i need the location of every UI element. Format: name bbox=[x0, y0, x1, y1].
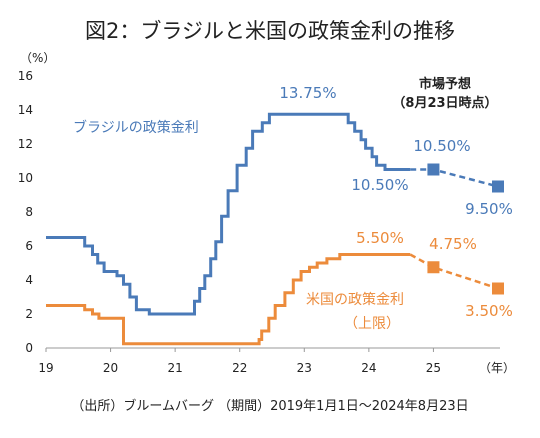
y-tick-label: 10 bbox=[18, 171, 33, 185]
annotation-us-forecast-end: 3.50% bbox=[465, 302, 513, 320]
x-tick-label: 25 bbox=[426, 361, 441, 375]
x-tick-label: 24 bbox=[361, 361, 376, 375]
source-note: （出所）ブルームバーグ （期間）2019年1月1日～2024年8月23日 bbox=[71, 398, 468, 414]
annotation-brazil-forecast-end: 9.50% bbox=[465, 200, 513, 218]
series-line-us bbox=[46, 253, 411, 346]
forecast-marker-us bbox=[427, 261, 440, 274]
annotation-brazil-forecast-2025: 10.50% bbox=[413, 137, 470, 155]
y-tick-label: 2 bbox=[25, 307, 33, 321]
series-label-us-line1: 米国の政策金利 bbox=[306, 291, 404, 308]
annotation-us-forecast-2025: 4.75% bbox=[429, 235, 477, 253]
forecast-lines bbox=[409, 163, 504, 295]
x-axis-ticks: 19 20 21 22 23 24 25 bbox=[38, 348, 441, 375]
x-axis-unit: （年） bbox=[479, 361, 515, 375]
x-tick-label: 22 bbox=[232, 361, 247, 375]
series-lines bbox=[46, 112, 411, 346]
chart-title: 図2：ブラジルと米国の政策金利の推移 bbox=[85, 19, 455, 43]
y-axis-unit: （%） bbox=[20, 51, 55, 65]
forecast-heading-line2: （8月23日時点） bbox=[392, 95, 497, 111]
forecast-line-us bbox=[409, 253, 499, 290]
forecast-heading-line1: 市場予想 bbox=[419, 76, 471, 92]
y-tick-label: 8 bbox=[25, 205, 33, 219]
y-tick-label: 0 bbox=[25, 341, 33, 355]
y-tick-label: 14 bbox=[18, 103, 33, 117]
series-label-us-line2: （上限） bbox=[344, 316, 400, 332]
annotation-brazil-peak: 13.75% bbox=[279, 84, 336, 102]
y-tick-label: 4 bbox=[25, 273, 33, 287]
x-tick-label: 20 bbox=[103, 361, 118, 375]
annotation-brazil-current: 10.50% bbox=[351, 176, 408, 194]
y-tick-label: 16 bbox=[18, 69, 33, 83]
series-label-brazil: ブラジルの政策金利 bbox=[73, 119, 199, 136]
forecast-marker-brazil bbox=[427, 163, 440, 176]
y-axis-ticks: 0 2 4 6 8 10 12 14 16 bbox=[18, 69, 33, 355]
x-tick-label: 21 bbox=[168, 361, 183, 375]
y-tick-label: 12 bbox=[18, 137, 33, 151]
x-tick-label: 19 bbox=[38, 361, 53, 375]
annotation-us-current: 5.50% bbox=[356, 229, 404, 247]
series-line-brazil bbox=[46, 112, 411, 316]
forecast-marker-brazil bbox=[492, 180, 504, 193]
forecast-marker-us bbox=[492, 282, 504, 295]
y-tick-label: 6 bbox=[25, 239, 33, 253]
forecast-line-brazil bbox=[410, 168, 499, 188]
x-tick-label: 23 bbox=[297, 361, 312, 375]
